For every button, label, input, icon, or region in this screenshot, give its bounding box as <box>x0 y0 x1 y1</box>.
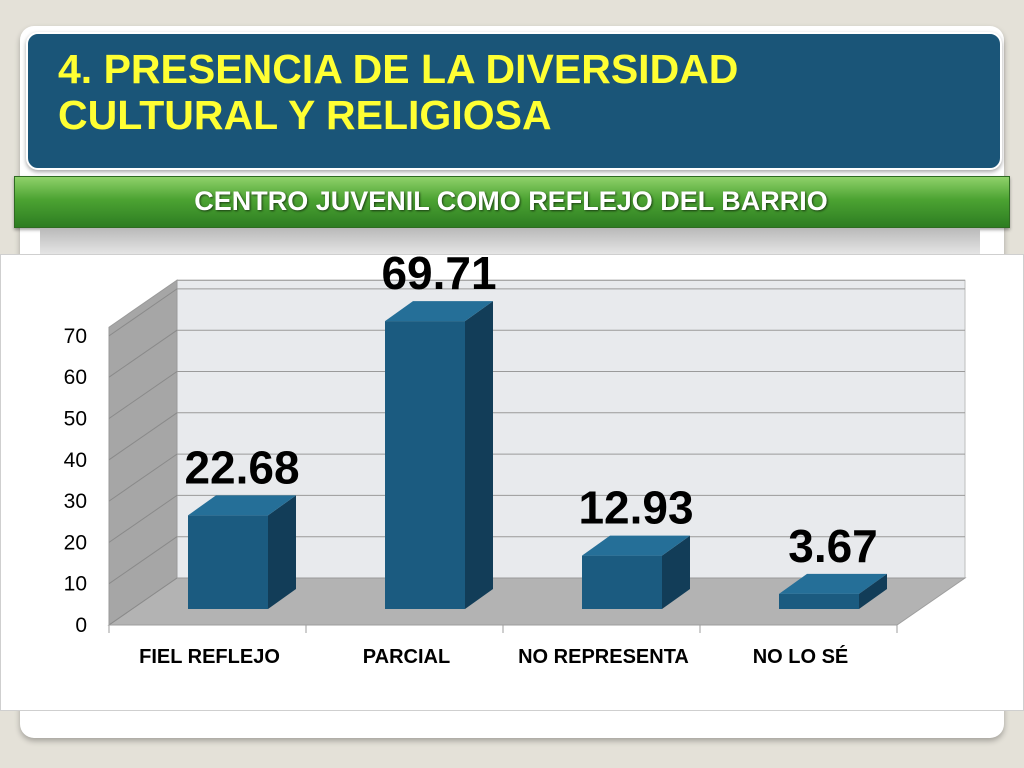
data-label: 3.67 <box>788 520 878 572</box>
gridline-side <box>108 536 178 585</box>
bar-side <box>662 535 690 609</box>
title-band <box>26 32 1002 170</box>
gridline-side <box>108 577 178 626</box>
category-label: PARCIAL <box>363 646 450 668</box>
data-label: 69.71 <box>381 255 496 299</box>
bar-top <box>385 301 493 322</box>
slide-subtitle: CENTRO JUVENIL COMO REFLEJO DEL BARRIO <box>194 186 828 216</box>
gridline-side <box>108 453 178 502</box>
bar-top <box>779 573 887 594</box>
y-tick-label: 10 <box>64 573 87 596</box>
y-tick-label: 40 <box>64 449 87 472</box>
subtitle-bar <box>14 176 1010 228</box>
decorative-band <box>40 228 980 256</box>
gridline-side <box>108 288 178 337</box>
category-label: NO LO SÉ <box>753 645 849 668</box>
y-tick-label: 30 <box>64 490 87 513</box>
y-tick-label: 60 <box>64 366 87 389</box>
bar <box>385 321 465 609</box>
y-tick-label: 0 <box>75 614 87 637</box>
bar-top <box>188 495 296 516</box>
gridline-side <box>108 329 178 378</box>
gridline-side <box>108 371 178 419</box>
data-label: 12.93 <box>578 482 693 534</box>
bar-chart: 0 10 20 30 40 50 60 70 22.68 FIEL REFLEJO 69.71 PAR… <box>64 255 967 668</box>
bar-side <box>465 301 493 609</box>
gridline-side <box>108 412 178 461</box>
bar-side <box>268 495 296 609</box>
y-tick-label: 70 <box>64 325 87 348</box>
category-label: FIEL REFLEJO <box>139 646 280 668</box>
bar-top <box>582 535 690 556</box>
y-tick-label: 50 <box>64 408 87 431</box>
gridline-side <box>108 494 178 543</box>
chart-frame: 0 10 20 30 40 50 60 70 22.68 FIEL REFLEJO 69.71 PAR… <box>0 254 1024 711</box>
slide-title: 4. PRESENCIA DE LA DIVERSIDAD CULTURAL Y… <box>58 46 739 138</box>
bar <box>582 555 662 609</box>
y-tick-label: 20 <box>64 531 87 554</box>
category-label: NO REPRESENTA <box>518 646 689 668</box>
data-label: 22.68 <box>184 441 299 493</box>
bar-side <box>859 573 887 609</box>
bar <box>188 515 268 609</box>
bar <box>779 593 859 609</box>
